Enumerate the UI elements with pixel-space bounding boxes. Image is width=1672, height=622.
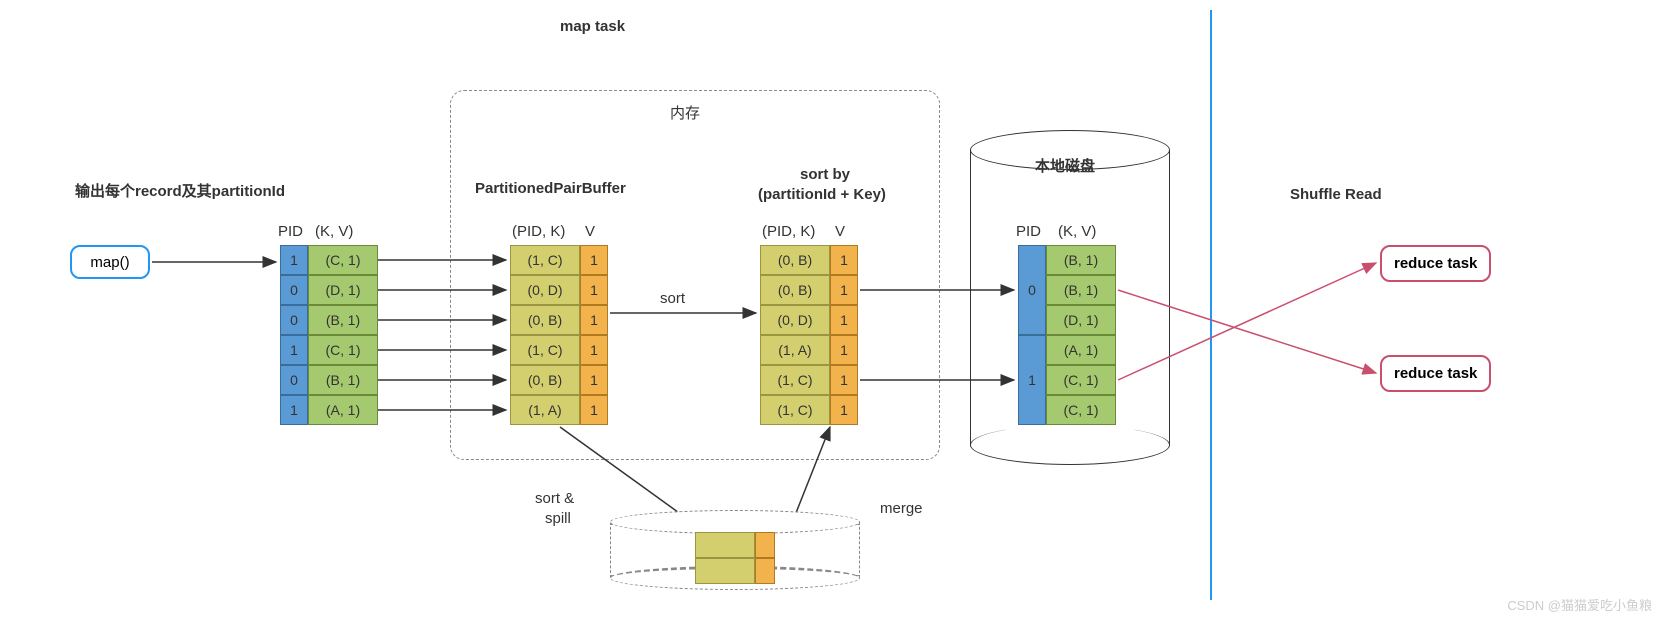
reduce-task-2: reduce task [1380, 355, 1491, 392]
memory-label: 内存 [670, 102, 700, 123]
sorted-table: (0, B)(0, B)(0, D)(1, A)(1, C)(1, C)1111… [760, 245, 858, 425]
reduce-task-1: reduce task [1380, 245, 1491, 282]
map-task-boundary [1210, 10, 1212, 600]
map-function-box: map() [70, 245, 150, 279]
watermark: CSDN @猫猫爱吃小鱼粮 [1507, 595, 1652, 614]
disk-table: 01(B, 1)(B, 1)(D, 1)(A, 1)(C, 1)(C, 1) [1018, 245, 1116, 425]
buffer-table: (1, C)(0, D)(0, B)(1, C)(0, B)(1, A)1111… [510, 245, 608, 425]
map-task-label: map task [560, 18, 625, 35]
input-table: 100101(C, 1)(D, 1)(B, 1)(C, 1)(B, 1)(A, … [280, 245, 378, 425]
